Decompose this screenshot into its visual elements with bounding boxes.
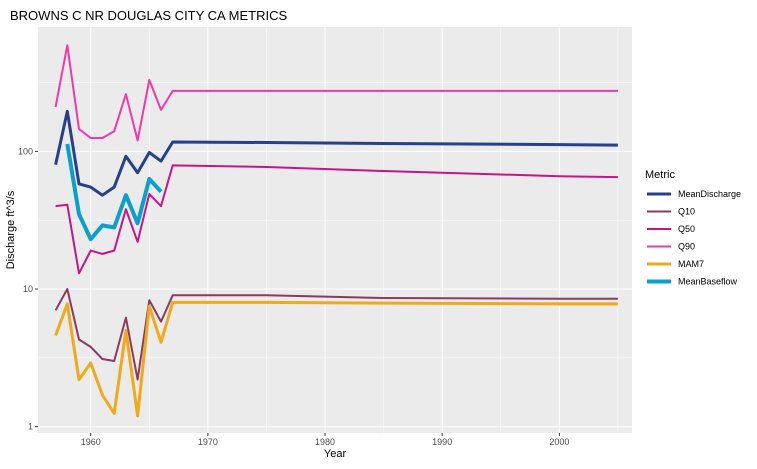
x-tick-label: 2000 bbox=[549, 437, 569, 447]
legend-label-meanbaseflow: MeanBaseflow bbox=[678, 277, 738, 287]
x-tick-label: 1990 bbox=[432, 437, 452, 447]
y-axis: 1 10 100 bbox=[18, 146, 38, 432]
x-axis-title: Year bbox=[324, 448, 347, 460]
series-line-q10 bbox=[54, 288, 618, 381]
y-axis-title: Discharge ft^3/s bbox=[5, 190, 17, 269]
x-axis: 1960 1970 1980 1990 2000 bbox=[81, 433, 569, 447]
chart-title: BROWNS C NR DOUGLAS CITY CA METRICS bbox=[10, 8, 287, 23]
grid bbox=[38, 27, 632, 433]
legend-label-q90: Q90 bbox=[678, 242, 695, 252]
series-layer bbox=[54, 44, 618, 418]
y-tick-label: 1 bbox=[28, 422, 33, 432]
y-tick-label: 10 bbox=[23, 284, 33, 294]
legend-label-meandischarge: MeanDischarge bbox=[678, 189, 741, 199]
series-line-q90 bbox=[54, 44, 618, 142]
x-tick-label: 1960 bbox=[81, 437, 101, 447]
legend-title: Metric bbox=[645, 169, 675, 181]
legend: Metric MeanDischarge Q10 Q50 Q90 MAM7 MeanBas… bbox=[645, 169, 741, 287]
plot-panel bbox=[38, 27, 632, 433]
x-tick-label: 1980 bbox=[315, 437, 335, 447]
legend-label-mam7: MAM7 bbox=[678, 259, 704, 269]
series-line-mam7 bbox=[54, 300, 618, 418]
legend-label-q10: Q10 bbox=[678, 207, 695, 217]
series-line-meanbaseflow bbox=[65, 143, 163, 242]
series-line-q50 bbox=[55, 164, 618, 275]
legend-label-q50: Q50 bbox=[678, 224, 695, 234]
y-tick-label: 100 bbox=[18, 146, 33, 156]
x-tick-label: 1970 bbox=[198, 437, 218, 447]
series-line-meandischarge bbox=[54, 109, 618, 197]
